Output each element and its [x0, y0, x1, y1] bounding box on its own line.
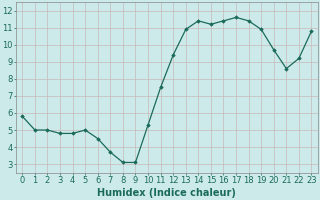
X-axis label: Humidex (Indice chaleur): Humidex (Indice chaleur): [98, 188, 236, 198]
